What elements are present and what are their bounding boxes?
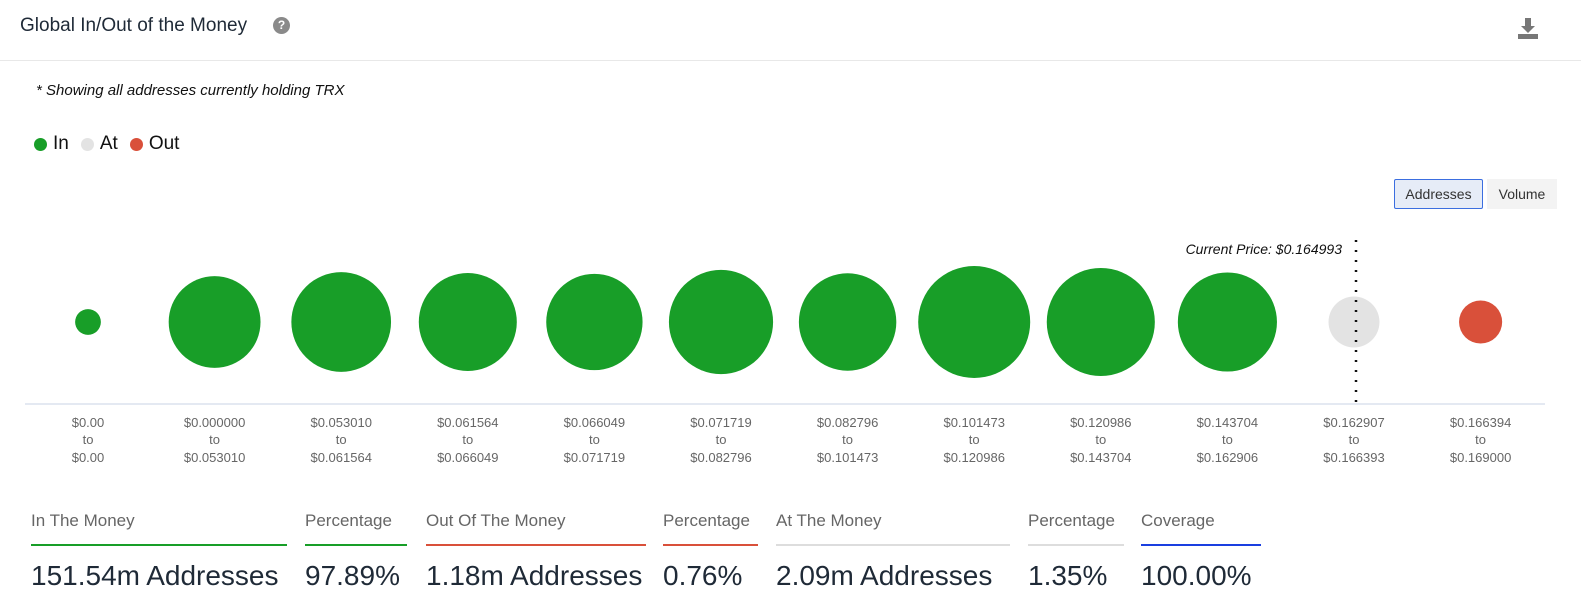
bubble-in <box>918 266 1031 378</box>
bubble-in <box>546 273 643 371</box>
tick-label-from: $0.143704 <box>1197 415 1258 430</box>
page-title: Global In/Out of the Money <box>20 15 248 36</box>
tick-label-to: $0.061564 <box>310 450 371 465</box>
current-price-label: Current Price: $0.164993 <box>1186 241 1343 257</box>
download-icon[interactable] <box>1516 16 1540 40</box>
tick-label-from: $0.071719 <box>690 415 751 430</box>
tick-label-from: $0.101473 <box>943 415 1004 430</box>
tick-label-to-word: to <box>462 432 473 447</box>
tick-label-to: $0.053010 <box>184 450 245 465</box>
tick-label-to-word: to <box>1095 432 1106 447</box>
tick-label-from: $0.166394 <box>1450 415 1511 430</box>
legend-item-in[interactable]: In <box>34 133 69 155</box>
tick-label-to: $0.00 <box>72 450 105 465</box>
at-dot-icon <box>80 137 94 151</box>
tick-label-to-word: to <box>716 432 727 447</box>
bubble-in <box>1177 272 1277 372</box>
legend-label: In <box>53 133 69 154</box>
tick-label-to: $0.169000 <box>1450 450 1511 465</box>
stat-underline <box>1028 544 1124 546</box>
bubble-at <box>1328 296 1380 348</box>
bubble-in <box>168 276 261 368</box>
tick-label-to: $0.101473 <box>817 450 878 465</box>
tick-label-from: $0.120986 <box>1070 415 1131 430</box>
tick-label-to-word: to <box>1349 432 1360 447</box>
stat-value: 0.76% <box>663 560 743 591</box>
tick-label-to: $0.143704 <box>1070 450 1131 465</box>
stat-label: Out Of The Money <box>426 511 566 530</box>
stat-label: At The Money <box>776 511 882 530</box>
stat-underline <box>663 544 758 546</box>
bubble-out <box>1459 300 1503 344</box>
bubble-in <box>1046 267 1155 377</box>
tick-label-to: $0.066049 <box>437 450 498 465</box>
tick-label-to: $0.071719 <box>564 450 625 465</box>
bubble-in <box>418 273 517 371</box>
help-icon[interactable]: ? <box>273 17 290 34</box>
tick-label-to-word: to <box>969 432 980 447</box>
legend: In At Out <box>34 133 191 155</box>
tick-label-from: $0.162907 <box>1323 415 1384 430</box>
stat-value: 1.35% <box>1028 560 1108 591</box>
legend-label: Out <box>148 133 180 154</box>
tick-label-to: $0.082796 <box>690 450 751 465</box>
volume-toggle-button[interactable]: Volume <box>1487 179 1557 209</box>
stat-underline <box>776 544 1010 546</box>
stat-value: 2.09m Addresses <box>776 560 993 591</box>
tick-label-to-word: to <box>83 432 94 447</box>
addresses-toggle-button[interactable]: Addresses <box>1394 179 1483 209</box>
stat-value: 100.00% <box>1141 560 1252 591</box>
tick-label-to-word: to <box>209 432 220 447</box>
stat-label: Percentage <box>663 511 750 530</box>
tick-label-to-word: to <box>842 432 853 447</box>
stat-value: 1.18m Addresses <box>426 560 643 591</box>
stat-underline <box>1141 544 1261 546</box>
in-dot-icon <box>34 137 47 151</box>
chart-note: * Showing all addresses currently holdin… <box>36 82 345 99</box>
bubble-in <box>291 272 392 372</box>
stat-label: In The Money <box>31 511 135 530</box>
tick-label-from: $0.061564 <box>437 415 498 430</box>
tick-label-to: $0.120986 <box>943 450 1004 465</box>
bubble-chart: $0.00 to $0.00 $0.000000 to $0.053010 $0.05301… <box>25 240 1545 465</box>
stat-label: Coverage <box>1141 511 1215 530</box>
tick-label-from: $0.00 <box>72 415 105 430</box>
divider <box>0 60 1581 61</box>
tick-label-to-word: to <box>1475 432 1486 447</box>
tick-label-to-word: to <box>589 432 600 447</box>
tick-label-to-word: to <box>1222 432 1233 447</box>
tick-label-to: $0.166393 <box>1323 450 1384 465</box>
stat-underline <box>426 544 646 546</box>
stat-underline <box>31 544 287 546</box>
stat-value: 151.54m Addresses <box>31 560 279 591</box>
tick-label-from: $0.000000 <box>184 415 245 430</box>
tick-label-from: $0.082796 <box>817 415 878 430</box>
tick-label-to-word: to <box>336 432 347 447</box>
legend-item-out[interactable]: Out <box>129 133 180 155</box>
bubble-in <box>798 273 897 371</box>
stat-label: Percentage <box>1028 511 1115 530</box>
stat-underline <box>305 544 407 546</box>
legend-item-at[interactable]: At <box>80 133 118 155</box>
tick-label-from: $0.066049 <box>564 415 625 430</box>
stat-label: Percentage <box>305 511 392 530</box>
tick-label-from: $0.053010 <box>310 415 371 430</box>
tick-label-to: $0.162906 <box>1197 450 1258 465</box>
bubble-in <box>75 309 101 335</box>
bubble-in <box>668 269 774 375</box>
legend-label: At <box>99 133 118 154</box>
out-dot-icon <box>129 137 143 151</box>
stat-value: 97.89% <box>305 560 400 591</box>
